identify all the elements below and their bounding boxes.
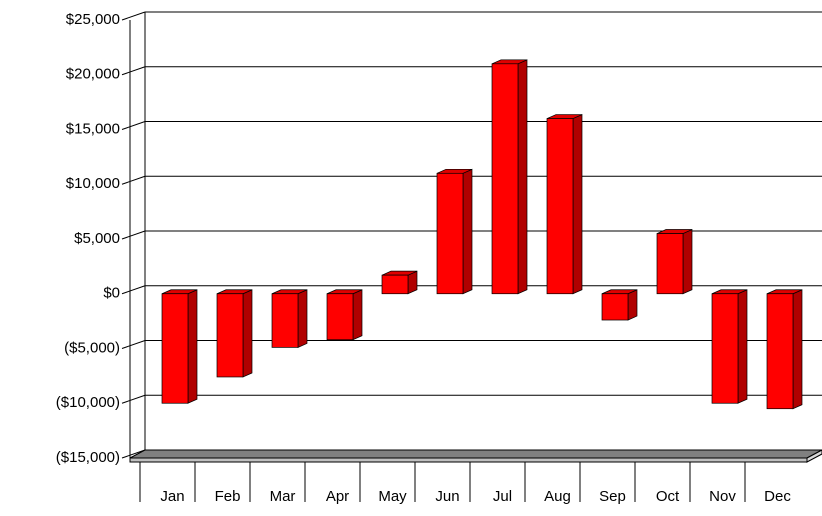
y-tick-label: ($5,000): [64, 339, 120, 356]
tick-mark: [121, 11, 146, 21]
bar-side: [792, 289, 803, 410]
x-tick-label: Dec: [764, 488, 791, 505]
bar-side: [737, 289, 748, 404]
x-tick-label: Jul: [493, 488, 512, 505]
y-tick-label: $5,000: [74, 230, 120, 247]
bar: [381, 274, 409, 295]
y-tick-label: $25,000: [66, 11, 120, 28]
x-tick-label: Jan: [160, 488, 184, 505]
bar: [601, 293, 629, 321]
floor-side: [806, 449, 822, 463]
y-tick-label: ($10,000): [56, 394, 120, 411]
tick-mark: [121, 285, 146, 295]
tick-mark: [121, 66, 146, 76]
x-tick-label: Oct: [656, 488, 680, 505]
y-tick-label: $10,000: [66, 175, 120, 192]
y-tick-label: $20,000: [66, 66, 120, 83]
tick-mark: [121, 340, 146, 349]
bar: [711, 293, 739, 404]
bar-side: [682, 228, 693, 295]
bar: [271, 293, 299, 348]
x-tick-label: Nov: [709, 488, 736, 505]
bar: [546, 118, 574, 295]
bar-side: [572, 114, 583, 295]
y-tick-label: $0: [103, 285, 120, 302]
bar: [491, 63, 519, 295]
tick-mark: [121, 394, 146, 404]
bar-side: [517, 59, 528, 295]
x-tick-label: Sep: [599, 488, 626, 505]
x-tick-label: Aug: [544, 488, 571, 505]
x-tick-label: Mar: [270, 488, 296, 505]
tick-mark: [121, 175, 146, 185]
x-tick-label: May: [378, 488, 407, 505]
bar: [436, 172, 464, 295]
bar-side: [462, 168, 473, 295]
bar: [216, 293, 244, 378]
bar-side: [242, 289, 253, 378]
floor: [129, 449, 822, 459]
y-tick-label: ($15,000): [56, 449, 120, 466]
bar-side: [187, 289, 198, 404]
bar: [766, 293, 794, 410]
x-tick-label: Feb: [215, 488, 241, 505]
bar: [326, 293, 354, 341]
tick-mark: [121, 230, 146, 240]
tick-mark: [121, 449, 146, 459]
bar-side: [352, 289, 363, 341]
x-tick-label: Jun: [435, 488, 459, 505]
bar: [656, 233, 684, 295]
bar: [161, 293, 189, 404]
bar-side: [627, 289, 638, 321]
bar-side: [297, 289, 308, 348]
tick-mark: [121, 121, 146, 130]
y-tick-label: $15,000: [66, 120, 120, 137]
x-tick-label: Apr: [326, 488, 349, 505]
floor-front: [129, 457, 808, 463]
